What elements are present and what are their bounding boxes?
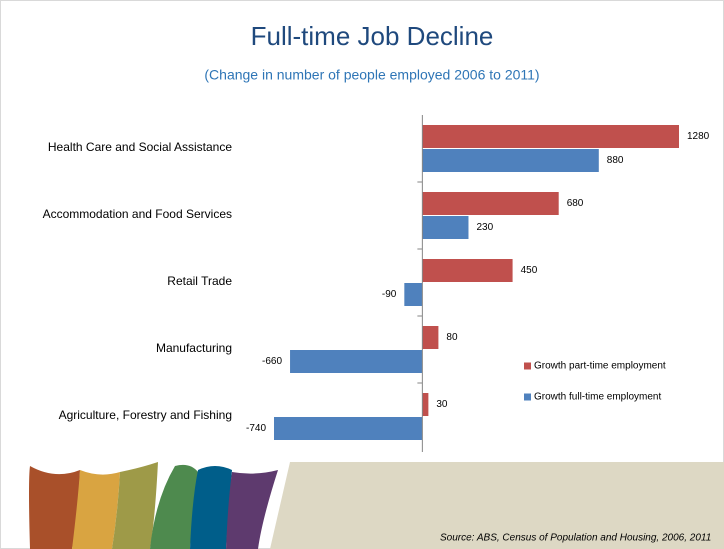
legend-label: Growth part-time employment xyxy=(534,361,666,372)
shape xyxy=(72,470,120,549)
bar xyxy=(422,149,599,172)
chart-title: Full-time Job Decline xyxy=(251,21,494,51)
category-label: Accommodation and Food Services xyxy=(43,207,232,221)
category-label: Health Care and Social Assistance xyxy=(48,140,232,154)
bar xyxy=(422,216,469,239)
value-label: 450 xyxy=(521,265,538,276)
footer-band xyxy=(270,462,724,549)
bar xyxy=(422,393,429,416)
chart-subtitle: (Change in number of people employed 200… xyxy=(204,67,539,83)
legend-label: Growth full-time employment xyxy=(534,392,661,403)
bar xyxy=(404,283,423,306)
value-label: -90 xyxy=(382,289,397,300)
shape xyxy=(29,466,80,549)
shape xyxy=(112,462,158,549)
value-label: -660 xyxy=(262,356,282,367)
shape xyxy=(226,470,278,549)
legend-swatch xyxy=(524,362,531,370)
shape xyxy=(190,466,232,549)
bar xyxy=(422,259,513,282)
value-label: 880 xyxy=(607,155,624,166)
legend-swatch xyxy=(524,393,531,401)
category-label: Retail Trade xyxy=(167,274,232,288)
bar xyxy=(422,125,679,148)
bar xyxy=(422,192,559,215)
source-note: Source: ABS, Census of Population and Ho… xyxy=(440,533,711,544)
value-label: 230 xyxy=(476,222,493,233)
value-label: -740 xyxy=(246,423,266,434)
value-label: 80 xyxy=(446,332,458,343)
value-label: 1280 xyxy=(687,131,710,142)
value-label: 680 xyxy=(567,198,584,209)
value-label: 30 xyxy=(436,399,448,410)
bar xyxy=(290,350,423,373)
bar xyxy=(274,417,423,440)
decoration xyxy=(29,462,724,549)
bar xyxy=(422,326,439,349)
category-label: Agriculture, Forestry and Fishing xyxy=(59,408,232,422)
shape xyxy=(150,464,198,549)
category-label: Manufacturing xyxy=(156,341,232,355)
